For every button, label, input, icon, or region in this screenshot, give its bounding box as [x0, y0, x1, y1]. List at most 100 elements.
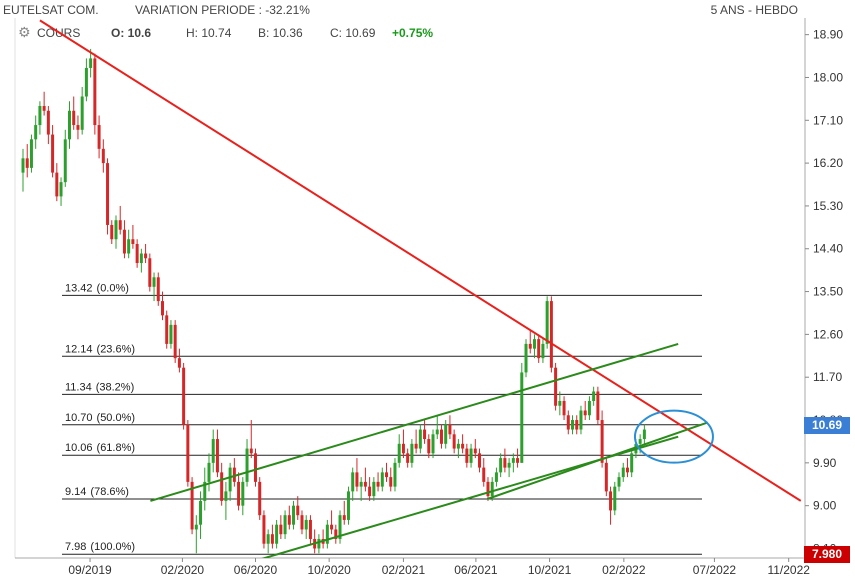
candle-body	[423, 429, 427, 440]
candle-body	[490, 481, 494, 497]
y-tick-label: 9.90	[813, 456, 837, 470]
x-tick-label: 09/2019	[68, 563, 112, 577]
candle-body	[110, 224, 114, 240]
candle-body	[389, 477, 393, 487]
candle-body	[359, 481, 363, 487]
candle-body	[456, 443, 460, 449]
candle-body	[482, 467, 486, 482]
trendlines	[39, 19, 802, 558]
candle-body	[308, 519, 312, 539]
candle-body	[351, 472, 355, 492]
open-text: O: 10.6	[111, 26, 152, 40]
candle-body	[486, 481, 490, 497]
candle-body	[380, 472, 384, 487]
candle-body	[114, 220, 118, 240]
candle-body	[118, 220, 122, 230]
high-value: H: 10.74	[186, 26, 232, 40]
y-tick-label: 9.00	[813, 499, 837, 513]
fib-level-label: 10.06 (61.8%)	[65, 442, 135, 454]
candle-body	[228, 467, 232, 492]
candle-body	[338, 515, 342, 539]
candle-body	[220, 472, 224, 501]
candle-body	[190, 481, 194, 530]
candle-body	[427, 439, 431, 454]
candle-body	[296, 505, 300, 516]
gear-icon[interactable]: ⚙	[18, 24, 31, 40]
candle-body	[258, 481, 262, 516]
candle-body	[503, 458, 507, 468]
candle-body	[330, 524, 334, 530]
candle-body	[211, 439, 215, 463]
candle-body	[376, 481, 380, 487]
candle-body	[406, 453, 410, 463]
candle-body	[165, 315, 169, 344]
candle-body	[414, 443, 418, 449]
fib-price: 11.34	[65, 381, 92, 393]
candle-body	[334, 529, 338, 539]
fib-level-label: 9.14 (78.6%)	[65, 486, 129, 498]
x-tick-label: 10/2021	[528, 563, 572, 577]
candle-body	[156, 277, 160, 302]
fibonacci-levels: 13.42 (0.0%) 12.14 (23.6%) 11.34 (38.2%) 10.70…	[62, 282, 702, 555]
candle-body	[583, 410, 587, 416]
fib-level-label: 12.14 (23.6%)	[65, 343, 135, 355]
candle-body	[617, 477, 621, 487]
candle-body	[575, 420, 579, 430]
y-tick-label: 12.60	[813, 327, 843, 341]
candle-body	[397, 443, 401, 463]
candle-body	[279, 524, 283, 535]
x-tick-label: 11/2022	[767, 563, 810, 577]
fib-level-label: 11.34 (38.2%)	[65, 381, 134, 393]
candle-body	[177, 358, 181, 368]
candle-body	[461, 443, 465, 449]
candle-body	[59, 182, 63, 197]
x-axis: 09/2019 02/2020 06/2020 10/2020 02/2021 06/20…	[68, 558, 810, 577]
candle-body	[51, 134, 55, 173]
candle-body	[346, 491, 350, 520]
candle-body	[173, 324, 177, 359]
candle-body	[21, 158, 25, 173]
candle-body	[562, 400, 566, 416]
candle-body	[215, 439, 219, 473]
fib-price: 7.98	[65, 541, 86, 553]
candle-body	[63, 139, 67, 183]
trendline-downtrend	[39, 19, 802, 502]
candle-body	[182, 367, 186, 425]
candle-body	[89, 58, 93, 68]
fib-percent: (61.8%)	[97, 442, 136, 454]
x-tick-label: 07/2022	[693, 563, 737, 577]
candles	[21, 48, 646, 554]
candle-body	[431, 434, 435, 454]
candle-body	[29, 139, 33, 168]
candle-body	[469, 448, 473, 463]
candle-body	[169, 324, 173, 344]
candle-body	[410, 443, 414, 463]
candle-body	[592, 391, 596, 401]
candle-body	[571, 420, 575, 430]
candle-body	[638, 439, 642, 444]
fib-percent: (100.0%)	[90, 541, 135, 553]
x-tick-label: 06/2020	[234, 563, 278, 577]
close-value: C: 10.69	[330, 26, 376, 40]
candle-body	[511, 458, 515, 463]
candle-body	[97, 125, 101, 149]
period-label[interactable]: 5 ANS - HEBDO	[710, 3, 798, 17]
candle-body	[186, 424, 190, 482]
candle-body	[42, 106, 46, 111]
candle-body	[642, 429, 646, 440]
candle-body	[532, 339, 536, 349]
candle-body	[452, 434, 456, 449]
candle-body	[127, 239, 131, 254]
highlight-circle	[633, 409, 714, 464]
fib-percent: (0.0%)	[97, 282, 129, 294]
fib-percent: (78.6%)	[90, 486, 129, 498]
candle-body	[600, 420, 604, 463]
candle-body	[549, 301, 553, 368]
candle-body	[245, 448, 249, 482]
candle-body	[609, 491, 613, 511]
candle-body	[524, 343, 528, 373]
candle-body	[93, 58, 97, 126]
x-tick-label: 10/2020	[307, 563, 351, 577]
candle-body	[385, 472, 389, 478]
